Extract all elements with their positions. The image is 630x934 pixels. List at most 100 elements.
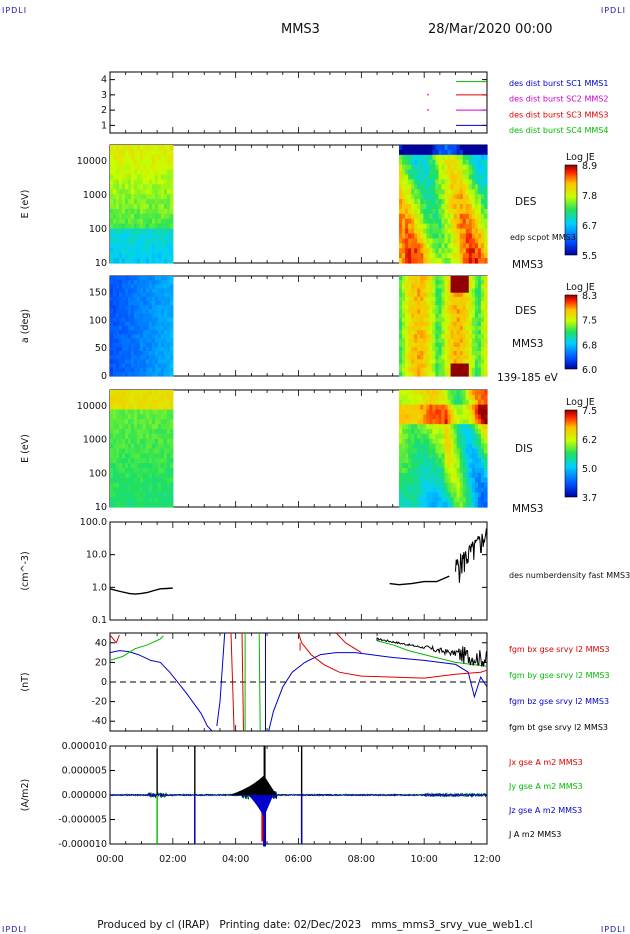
heatmap-cell: [148, 284, 153, 290]
heatmap-cell: [148, 159, 153, 166]
heatmap-cell: [145, 468, 150, 474]
heatmap-cell: [438, 317, 443, 323]
heatmap-cell: [133, 359, 138, 365]
heatmap-cell: [121, 351, 126, 356]
heatmap-cell: [420, 419, 424, 425]
heatmap-cell: [115, 463, 120, 469]
heatmap-cell: [133, 338, 138, 344]
heatmap-cell: [130, 305, 135, 310]
heatmap-cell: [462, 448, 467, 454]
heatmap-cell: [136, 326, 141, 331]
heatmap-cell: [474, 149, 479, 156]
heatmap-cell: [456, 472, 461, 479]
heatmap-cell: [112, 404, 117, 411]
heatmap-cell: [423, 453, 427, 459]
colorbar-tick-label: 8.9: [582, 161, 597, 172]
heatmap-cell: [459, 189, 464, 195]
heatmap-cell: [474, 309, 479, 315]
heatmap-cell: [124, 145, 129, 151]
heatmap-cell: [468, 253, 473, 259]
heatmap-cell: [471, 309, 476, 315]
heatmap-cell: [163, 164, 168, 171]
heatmap-cell: [160, 199, 165, 205]
heatmap-cell: [417, 276, 421, 281]
heatmap-cell: [450, 394, 455, 401]
heatmap-cell: [145, 414, 150, 420]
heatmap-cell: [408, 390, 412, 396]
heatmap-cell: [163, 159, 168, 166]
heatmap-cell: [118, 468, 123, 474]
heatmap-cell: [166, 276, 171, 281]
heatmap-cell: [459, 334, 464, 340]
heatmap-cell: [160, 458, 165, 464]
colorbar-tick-label: 7.5: [582, 316, 597, 327]
heatmap-cell: [456, 424, 461, 430]
heatmap-cell: [417, 330, 421, 335]
heatmap-cell: [130, 438, 135, 445]
heatmap-cell: [110, 164, 114, 171]
heatmap-cell: [151, 468, 156, 474]
heatmap-cell: [462, 477, 467, 484]
heatmap-cell: [118, 321, 123, 327]
heatmap-cell: [408, 243, 412, 249]
heatmap-cell: [151, 404, 156, 411]
heatmap-cell: [414, 338, 418, 344]
heatmap-cell: [468, 164, 473, 171]
heatmap-cell: [112, 305, 117, 310]
heatmap-cell: [142, 502, 147, 508]
heatmap-cell: [420, 338, 424, 344]
heatmap-cell: [459, 309, 464, 315]
heatmap-cell: [115, 414, 120, 420]
heatmap-cell: [130, 276, 135, 281]
heatmap-cell: [405, 288, 409, 294]
heatmap-cell: [154, 189, 159, 195]
heatmap-cell: [429, 233, 433, 240]
heatmap-cell: [432, 363, 437, 369]
heatmap-cell: [121, 419, 126, 425]
heatmap-cell: [151, 179, 156, 185]
heatmap-cell: [480, 448, 485, 454]
heatmap-cell: [468, 292, 473, 298]
heatmap-cell: [139, 351, 144, 356]
heatmap-cell: [411, 204, 415, 210]
heatmap-cell: [160, 390, 165, 396]
heatmap-cell: [447, 169, 452, 176]
heatmap-cell: [402, 330, 406, 335]
heatmap-cell: [453, 199, 458, 205]
heatmap-cell: [160, 419, 165, 425]
heatmap-cell: [459, 213, 464, 220]
heatmap-cell: [142, 351, 147, 356]
heatmap-cell: [453, 330, 458, 335]
heatmap-cell: [405, 317, 409, 323]
heatmap-cell: [118, 208, 123, 215]
heatmap-cell: [112, 284, 117, 290]
heatmap-cell: [420, 280, 424, 285]
heatmap-cell: [402, 443, 406, 450]
heatmap-cell: [130, 429, 135, 435]
heatmap-cell: [112, 213, 117, 220]
heatmap-cell: [154, 280, 159, 285]
heatmap-cell: [450, 359, 455, 365]
heatmap-cell: [444, 419, 449, 425]
heatmap-cell: [414, 213, 418, 220]
y-tick-label: 1000: [83, 435, 107, 446]
heatmap-cell: [136, 338, 141, 344]
heatmap-cell: [417, 477, 421, 484]
heatmap-cell: [456, 184, 461, 190]
heatmap-cell: [462, 280, 467, 285]
y-axis-label: E (eV): [20, 190, 31, 219]
heatmap-cell: [166, 468, 171, 474]
heatmap-cell: [160, 243, 165, 249]
heatmap-cell: [142, 433, 147, 440]
heatmap-cell: [148, 228, 153, 235]
heatmap-cell: [154, 194, 159, 200]
heatmap-cell: [136, 399, 141, 406]
heatmap-cell: [420, 276, 424, 281]
heatmap-cell: [483, 326, 488, 331]
heatmap-cell: [121, 463, 126, 469]
heatmap-cell: [124, 233, 129, 240]
heatmap-cell: [148, 280, 153, 285]
heatmap-cell: [127, 367, 132, 373]
heatmap-cell: [166, 338, 171, 344]
heatmap-cell: [426, 233, 430, 240]
